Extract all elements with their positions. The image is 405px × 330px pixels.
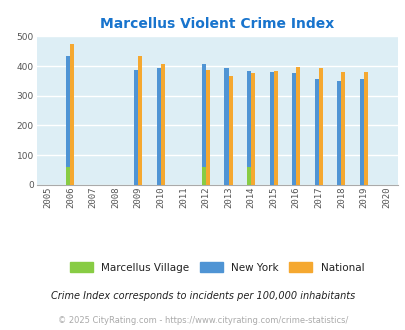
Bar — [201, 167, 205, 185]
Bar — [66, 167, 70, 185]
Bar — [318, 68, 322, 185]
Bar — [228, 76, 232, 185]
Bar — [314, 79, 318, 185]
Bar — [70, 44, 74, 185]
Text: Crime Index corresponds to incidents per 100,000 inhabitants: Crime Index corresponds to incidents per… — [51, 291, 354, 301]
Bar — [246, 71, 250, 185]
Bar — [341, 72, 345, 185]
Bar — [269, 72, 273, 185]
Bar — [337, 81, 341, 185]
Bar — [201, 64, 205, 185]
Bar — [224, 68, 228, 185]
Bar — [205, 70, 209, 185]
Bar — [246, 167, 250, 185]
Bar — [359, 79, 363, 185]
Bar — [156, 68, 160, 185]
Bar — [138, 56, 142, 185]
Bar — [292, 73, 296, 185]
Bar — [296, 67, 300, 185]
Bar — [273, 71, 277, 185]
Title: Marcellus Violent Crime Index: Marcellus Violent Crime Index — [100, 17, 333, 31]
Legend: Marcellus Village, New York, National: Marcellus Village, New York, National — [66, 258, 367, 277]
Bar — [66, 56, 70, 185]
Bar — [160, 64, 164, 185]
Bar — [134, 70, 138, 185]
Bar — [250, 73, 254, 185]
Text: © 2025 CityRating.com - https://www.cityrating.com/crime-statistics/: © 2025 CityRating.com - https://www.city… — [58, 316, 347, 325]
Bar — [363, 72, 367, 185]
